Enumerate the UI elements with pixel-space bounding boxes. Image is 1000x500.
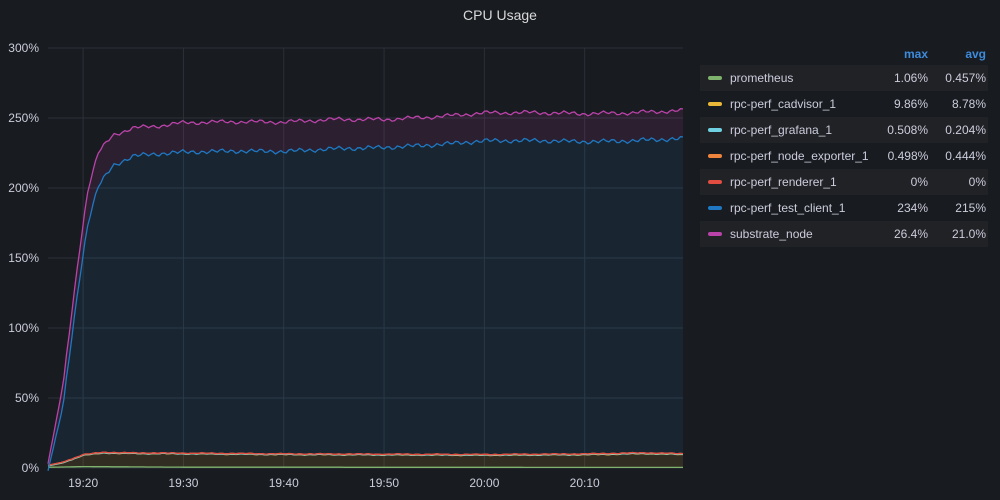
legend-series-name[interactable]: prometheus bbox=[730, 71, 794, 85]
area-rpc-perf_cadvisor_1 bbox=[48, 452, 683, 468]
legend-max-value: 0.498% bbox=[887, 149, 929, 163]
legend-max-value: 9.86% bbox=[893, 97, 928, 111]
legend-avg-value: 0.444% bbox=[945, 149, 986, 163]
legend-max-value: 1.06% bbox=[893, 71, 928, 85]
legend-table: max avg prometheus 1.06% 0.457% rpc-perf_ca… bbox=[700, 43, 988, 247]
legend-avg-value: 8.78% bbox=[951, 97, 986, 111]
legend-max-value: 234% bbox=[897, 201, 928, 215]
legend-max-header[interactable]: max bbox=[903, 47, 928, 61]
grid bbox=[48, 47, 683, 469]
legend-swatch[interactable] bbox=[708, 128, 722, 132]
legend-max-value: 0% bbox=[910, 175, 928, 189]
legend-series-name[interactable]: rpc-perf_grafana_1 bbox=[730, 123, 833, 137]
legend-swatch[interactable] bbox=[707, 154, 722, 158]
legend-header: max avg bbox=[700, 43, 988, 65]
legend-series-name[interactable]: rpc-perf_test_client_1 bbox=[730, 201, 846, 215]
line-rpc-perf_renderer_1 bbox=[47, 451, 684, 466]
y-tick-label: 50% bbox=[15, 391, 39, 405]
legend-max-value: 0.508% bbox=[887, 123, 928, 137]
legend-avg-value: 0.204% bbox=[945, 123, 986, 137]
legend-swatch[interactable] bbox=[708, 102, 722, 106]
legend-avg-value: 0.457% bbox=[945, 71, 986, 85]
y-tick-label: 300% bbox=[8, 41, 39, 55]
area-rpc-perf_test_client_1 bbox=[48, 136, 683, 471]
x-tick-label: 19:50 bbox=[369, 476, 399, 490]
legend-row-rpc-perf_grafana_1[interactable]: rpc-perf_grafana_1 0.508% 0.204% bbox=[700, 117, 988, 143]
legend-row-substrate_node[interactable]: substrate_node 26.4% 21.0% bbox=[700, 221, 988, 247]
legend-max-value: 26.4% bbox=[893, 227, 928, 241]
y-tick-label: 100% bbox=[8, 321, 39, 335]
y-tick-label: 150% bbox=[8, 251, 39, 265]
line-prometheus bbox=[47, 465, 683, 469]
legend-row-rpc-perf_test_client_1[interactable]: rpc-perf_test_client_1 234% 215% bbox=[700, 195, 988, 221]
legend-swatch[interactable] bbox=[708, 180, 722, 184]
legend-series-name[interactable]: substrate_node bbox=[730, 227, 813, 241]
legend-row-rpc-perf_renderer_1[interactable]: rpc-perf_renderer_1 0% 0% bbox=[700, 169, 988, 195]
x-tick-label: 20:00 bbox=[469, 476, 499, 490]
legend-avg-value: 215% bbox=[955, 201, 986, 215]
area-substrate_node bbox=[48, 108, 683, 468]
x-tick-label: 19:30 bbox=[168, 476, 198, 490]
line-rpc-perf_test_client_1 bbox=[47, 136, 684, 471]
legend-avg-header[interactable]: avg bbox=[965, 47, 986, 61]
y-tick-label: 0% bbox=[22, 461, 40, 475]
legend-series-name[interactable]: rpc-perf_renderer_1 bbox=[730, 175, 837, 189]
legend-row-prometheus[interactable]: prometheus 1.06% 0.457% bbox=[700, 65, 988, 91]
legend-swatch[interactable] bbox=[708, 76, 722, 80]
y-tick-label: 250% bbox=[8, 111, 39, 125]
legend-series-name[interactable]: rpc-perf_cadvisor_1 bbox=[730, 97, 837, 111]
line-substrate_node bbox=[47, 108, 684, 464]
series-lines bbox=[47, 108, 684, 471]
legend-row-rpc-perf_cadvisor_1[interactable]: rpc-perf_cadvisor_1 9.86% 8.78% bbox=[700, 91, 988, 117]
panel-title[interactable]: CPU Usage bbox=[463, 7, 537, 23]
stacked-areas bbox=[48, 108, 683, 471]
legend-row-rpc-perf_node_exporter_1[interactable]: rpc-perf_node_exporter_1 0.498% 0.444% bbox=[700, 143, 988, 169]
x-tick-label: 19:40 bbox=[269, 476, 299, 490]
x-tick-label: 20:10 bbox=[570, 476, 600, 490]
axes: 0% 50% 100% 150% 200% 250% 300% 19:20 19:30 19:40… bbox=[8, 41, 600, 490]
y-tick-label: 200% bbox=[8, 181, 39, 195]
legend-avg-value: 21.0% bbox=[951, 227, 986, 241]
x-tick-label: 19:20 bbox=[68, 476, 98, 490]
legend-avg-value: 0% bbox=[968, 175, 986, 189]
legend-series-name[interactable]: rpc-perf_node_exporter_1 bbox=[729, 149, 869, 163]
legend-swatch[interactable] bbox=[708, 232, 722, 236]
legend-swatch[interactable] bbox=[708, 206, 722, 210]
